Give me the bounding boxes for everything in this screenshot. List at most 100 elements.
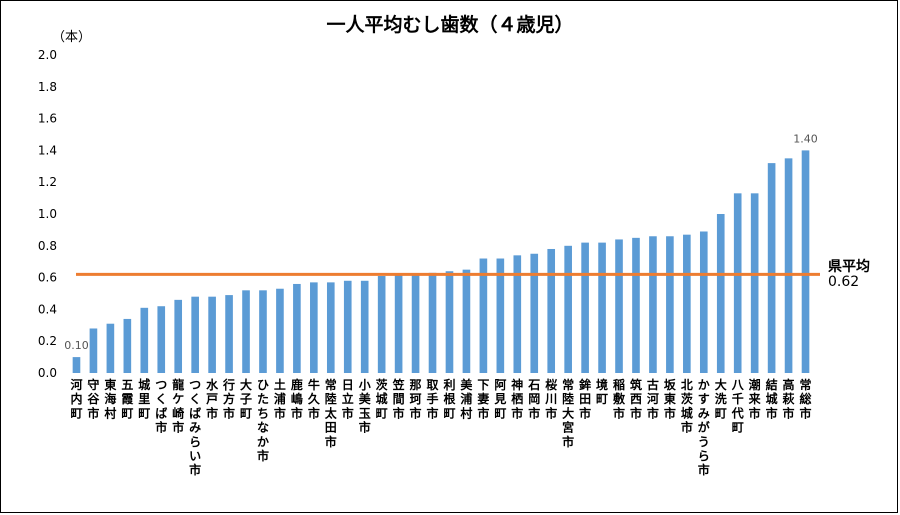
category-label: 水戸市 <box>206 377 219 420</box>
bar <box>276 288 284 373</box>
bar <box>191 296 199 373</box>
category-label: 守谷市 <box>87 377 100 420</box>
bar <box>360 280 369 373</box>
bar <box>242 290 250 373</box>
bar <box>140 307 149 373</box>
category-label: 常総市 <box>800 377 812 420</box>
category-label: 鹿嶋市 <box>291 377 303 420</box>
bar <box>157 306 166 373</box>
bar <box>513 255 522 373</box>
y-tick-label: 0.4 <box>38 302 57 316</box>
bar <box>750 193 759 373</box>
category-label: 利根町 <box>443 377 455 420</box>
bars <box>72 150 810 373</box>
category-label: 行方市 <box>222 377 235 420</box>
data-label: 1.40 <box>793 132 818 145</box>
category-label: 取手市 <box>427 378 439 420</box>
bar <box>293 283 301 373</box>
category-label: 茨城町 <box>376 377 388 420</box>
y-tick-label: 1.2 <box>38 175 57 189</box>
bar <box>598 242 606 373</box>
category-label: 八千代町 <box>731 378 745 435</box>
bar <box>445 271 454 373</box>
bar <box>666 236 674 373</box>
bar <box>259 290 267 373</box>
category-label: 美浦村 <box>460 377 473 420</box>
category-label: 稲敷市 <box>613 377 626 420</box>
y-tick-label: 0.8 <box>38 239 57 253</box>
bar <box>411 274 420 373</box>
category-label: 五霞町 <box>121 378 134 420</box>
y-axis: 0.0 0.2 0.4 0.6 0.8 1.0 1.2 1.4 1.6 1.8 2.0 <box>38 48 57 380</box>
bar <box>733 193 742 373</box>
category-label: 小美玉市 <box>359 377 372 435</box>
category-label: 石岡市 <box>527 378 540 420</box>
y-tick-label: 0.2 <box>38 334 57 348</box>
category-label: 高萩市 <box>782 377 795 420</box>
bar <box>106 323 115 373</box>
bar <box>496 258 505 373</box>
y-tick-label: 1.8 <box>38 80 57 94</box>
y-tick-label: 0.6 <box>38 271 57 285</box>
category-label: 大洗町 <box>715 377 727 420</box>
bar <box>801 150 810 373</box>
category-label: 鉾田市 <box>579 377 591 420</box>
bar <box>174 299 183 373</box>
category-label: 河内町 <box>69 377 82 420</box>
category-label: 牛久市 <box>308 377 321 420</box>
bar <box>123 318 132 373</box>
category-label: 大子町 <box>240 377 252 420</box>
chart-title: 一人平均むし歯数（４歳児） <box>326 14 574 36</box>
average-line-name: 県平均 <box>828 259 870 275</box>
bar <box>716 214 725 373</box>
category-label: 潮来市 <box>748 377 762 420</box>
bar <box>615 239 623 373</box>
bar <box>343 280 352 373</box>
bar <box>208 296 216 373</box>
y-axis-unit-label: （本） <box>52 30 92 45</box>
bar <box>547 248 556 373</box>
bar <box>462 269 471 373</box>
category-label: 日立市 <box>342 378 354 420</box>
bar <box>699 231 708 373</box>
category-label: かすみがうら市 <box>698 378 710 477</box>
bar <box>767 163 776 373</box>
category-label: ひたちなか市 <box>257 378 269 463</box>
category-label: 土浦市 <box>274 377 286 420</box>
category-label: 阿見町 <box>493 378 506 420</box>
category-label: 常陸大宮市 <box>562 377 574 449</box>
category-label: 坂東市 <box>664 377 677 420</box>
bar <box>581 242 589 373</box>
y-tick-label: 1.0 <box>38 207 57 221</box>
category-label: 常陸太田市 <box>325 377 338 449</box>
average-line-value: 0.62 <box>828 274 860 290</box>
category-label: つくばみらい市 <box>189 378 201 477</box>
data-labels: 0.10 1.40 <box>64 132 818 352</box>
category-label: 結城市 <box>766 377 778 420</box>
bar <box>225 295 233 373</box>
bar <box>310 282 318 373</box>
category-label: 北茨城市 <box>681 377 693 435</box>
category-label: 城里町 <box>138 377 150 420</box>
bar <box>377 276 386 373</box>
category-label: 境町 <box>596 377 608 406</box>
category-label: 那珂市 <box>410 378 422 420</box>
bar <box>683 234 691 373</box>
category-label: 桜川市 <box>544 377 557 420</box>
bar <box>649 236 657 373</box>
bar <box>72 357 81 373</box>
category-label: 笠間市 <box>392 377 405 420</box>
category-label: 下妻市 <box>477 378 489 420</box>
bar <box>89 328 98 373</box>
category-label: 東海村 <box>104 377 116 420</box>
category-label: 神栖市 <box>511 377 523 420</box>
category-label: 龍ケ崎市 <box>172 377 184 435</box>
y-tick-label: 1.4 <box>38 143 57 157</box>
category-label: つくば市 <box>155 378 167 435</box>
bar <box>784 158 793 373</box>
bar <box>632 237 640 373</box>
category-label: 古河市 <box>646 377 659 420</box>
bar <box>326 282 335 373</box>
